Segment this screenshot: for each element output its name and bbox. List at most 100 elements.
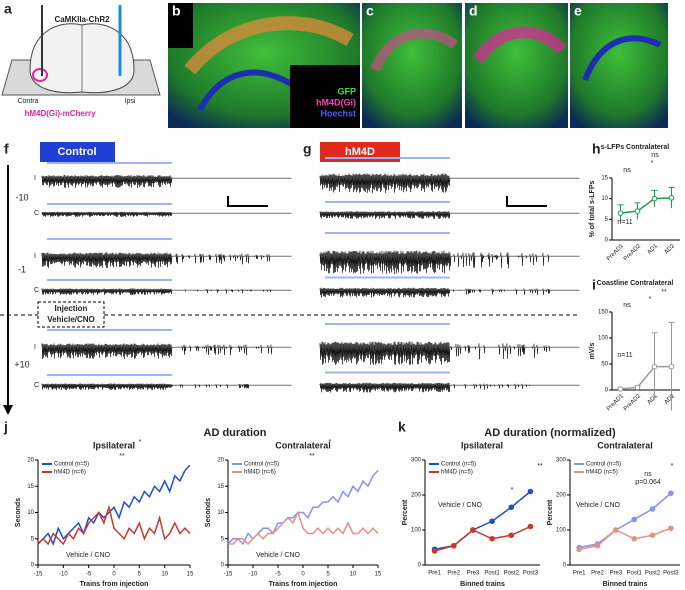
- annotation: Vehicle / CNO: [66, 552, 111, 559]
- x-axis-label: Trains from injection: [80, 581, 149, 588]
- annotation: ns: [623, 167, 631, 174]
- trace: [41, 175, 292, 188]
- image-detail: [197, 69, 302, 112]
- image-detail: [370, 28, 459, 72]
- point: [489, 518, 495, 525]
- panel-a: a CaMKIIa-ChR2 Contra Ipsi hM4D(Gi)-mChe…: [1, 1, 161, 118]
- point: [508, 532, 515, 539]
- annotation: **: [309, 453, 315, 460]
- annotation: Vehicle / CNO: [256, 552, 301, 559]
- y-axis-label: % of total s-LFPs: [589, 181, 596, 238]
- virus: hM4D(Gi)-mCherry: [24, 109, 96, 118]
- panel-title: AD duration (normalized): [484, 427, 616, 439]
- panel-f: f Control -10 -1 +10 I C I C I C Injecti…: [0, 141, 616, 439]
- chart-title: s-LFPs Contralateral: [601, 144, 670, 151]
- legend-label: Control (n=5): [586, 462, 621, 468]
- point: [634, 384, 641, 391]
- legend-label: hM4D (n=6): [54, 470, 86, 476]
- y-tick-label: 100: [411, 528, 422, 534]
- y-axis-label: Seconds: [15, 498, 22, 527]
- annotation: n=11: [617, 352, 632, 359]
- x-tick-label: 10: [161, 572, 168, 578]
- trace: [41, 252, 292, 268]
- y-tick-label: 100: [556, 528, 567, 534]
- trace: [41, 211, 292, 218]
- panel-label: f: [4, 141, 9, 157]
- legend-label: GFP: [337, 86, 356, 96]
- x-tick-label: AD1: [647, 243, 660, 256]
- y-axis-label: Seconds: [205, 498, 212, 527]
- injection-label: Vehicle/CNO: [47, 315, 95, 324]
- row-label: I: [34, 253, 36, 260]
- arrow: [3, 405, 13, 415]
- panel-label: k: [398, 419, 406, 435]
- x-tick-label: -15: [34, 572, 43, 578]
- x-tick-label: Pre1: [573, 571, 586, 577]
- y-axis-label: Percent: [402, 499, 409, 525]
- point: [431, 548, 438, 554]
- x-tick-label: PreAD2: [623, 243, 643, 263]
- point: [576, 546, 582, 553]
- chart-subtitle: Contralateral: [597, 440, 653, 450]
- point: [617, 210, 624, 216]
- annotation: **: [119, 453, 125, 460]
- trace: [319, 173, 580, 193]
- x-tick-label: Pre1: [428, 571, 441, 577]
- y-tick-label: 200: [411, 493, 422, 499]
- annotation: Vehicle / CNO: [438, 502, 483, 509]
- row-label: C: [34, 210, 39, 217]
- point: [668, 195, 675, 201]
- annotation: *: [649, 296, 652, 303]
- trace: [319, 211, 580, 220]
- legend-label: hM4D (n=5): [441, 470, 473, 476]
- x-tick-label: AD1: [647, 393, 660, 406]
- annotation: Vehicle / CNO: [576, 502, 621, 509]
- y-tick-label: 100: [598, 336, 609, 342]
- y-tick-label: 10: [217, 510, 224, 516]
- x-tick-label: PreAD2: [623, 393, 643, 413]
- x-tick-label: 15: [375, 572, 382, 578]
- image: [570, 3, 668, 128]
- annotation: *: [671, 463, 674, 470]
- point: [613, 527, 619, 533]
- point: [594, 542, 601, 549]
- side-label: Contra: [17, 98, 38, 105]
- trace: [41, 383, 292, 390]
- y-tick-label: 0: [605, 388, 609, 394]
- panel-label: b: [172, 3, 181, 19]
- series-line: [434, 525, 531, 552]
- point: [631, 535, 637, 542]
- point: [527, 488, 534, 495]
- histology: b c d e GFP hM4D(Gi) Hoechst: [168, 3, 668, 128]
- trace: [319, 382, 580, 393]
- panel-label: g: [303, 141, 312, 157]
- series-line: [228, 510, 379, 546]
- legend-label: hM4D (n=5): [586, 470, 618, 476]
- series-line: [620, 197, 672, 214]
- panel-label: j: [3, 419, 8, 435]
- x-tick-label: Pre2: [447, 571, 460, 577]
- image-detail: [582, 35, 662, 82]
- y-tick-label: 0: [221, 563, 225, 569]
- y-tick-label: 15: [27, 484, 34, 490]
- point: [634, 208, 641, 214]
- annotation: *: [139, 439, 142, 446]
- point: [489, 535, 495, 542]
- train-label: +10: [14, 359, 29, 369]
- point: [649, 506, 656, 512]
- y-tick-label: 150: [598, 310, 609, 316]
- panel-label: c: [366, 3, 374, 19]
- injection-site: [32, 68, 48, 82]
- panel-title: AD duration: [204, 427, 267, 439]
- x-tick-label: Post2: [504, 571, 520, 577]
- series-line: [579, 492, 672, 549]
- row-label: I: [34, 175, 36, 182]
- trace: [41, 288, 292, 295]
- y-axis-label: mV/s: [589, 343, 596, 360]
- point: [527, 523, 534, 530]
- x-tick-label: Pre2: [591, 571, 604, 577]
- x-tick-label: AD2: [664, 243, 677, 256]
- annotation: ns: [644, 471, 652, 478]
- annotation: ns: [623, 302, 631, 309]
- annotation: ns: [651, 152, 659, 159]
